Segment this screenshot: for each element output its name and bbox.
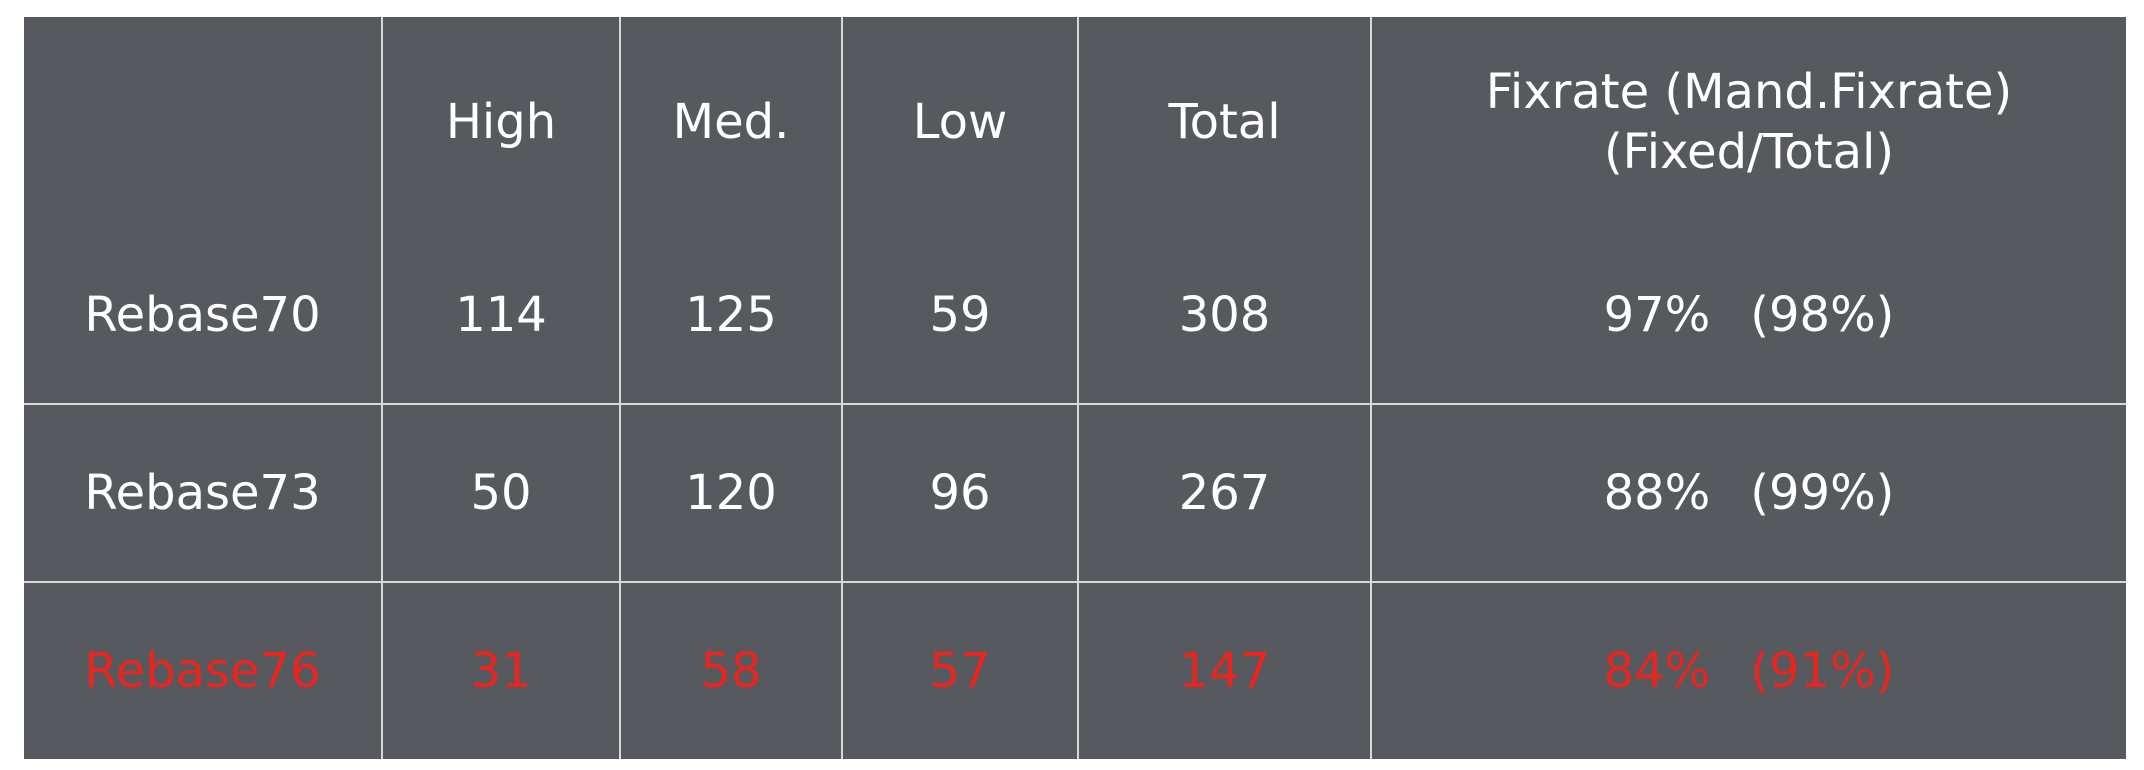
low-value-cell: 57 bbox=[841, 581, 1079, 759]
header-fixrate-line1: Fixrate (Mand.Fixrate) bbox=[1485, 63, 2013, 120]
med-value-cell: 125 bbox=[619, 226, 843, 405]
high-value-cell: 114 bbox=[381, 226, 621, 405]
low-value-cell: 96 bbox=[841, 403, 1079, 583]
table-row: Rebase73 50 120 96 267 88% (99%) bbox=[24, 403, 2126, 583]
total-value-cell: 308 bbox=[1077, 226, 1372, 405]
fixrate-value-cell: 88% (99%) bbox=[1370, 403, 2126, 583]
total-value-cell: 267 bbox=[1077, 403, 1372, 583]
header-high: High bbox=[381, 17, 621, 226]
rebase-comparison-table-container: High Med. Low Total Fixrate (Mand.Fixrat… bbox=[24, 17, 2126, 759]
fixrate-value: 84% bbox=[1603, 643, 1711, 699]
header-low: Low bbox=[841, 17, 1079, 226]
table-row: Rebase76 31 58 57 147 84% (91%) bbox=[24, 581, 2126, 759]
fixrate-value-cell: 84% (91%) bbox=[1370, 581, 2126, 759]
rebase-comparison-table: High Med. Low Total Fixrate (Mand.Fixrat… bbox=[24, 17, 2126, 759]
header-blank-cell bbox=[24, 17, 383, 226]
fixrate-value: 97% bbox=[1603, 286, 1711, 343]
low-value-cell: 59 bbox=[841, 226, 1079, 405]
fixrate-value: 88% bbox=[1603, 465, 1711, 521]
header-total: Total bbox=[1077, 17, 1372, 226]
header-fixrate-line2: (Fixed/Total) bbox=[1603, 123, 1895, 180]
row-label-cell: Rebase76 bbox=[24, 581, 383, 759]
mand-fixrate-value: (99%) bbox=[1750, 465, 1895, 521]
high-value-cell: 31 bbox=[381, 581, 621, 759]
table-body: Rebase70 114 125 59 308 97% (98%) Rebase73 50 120… bbox=[24, 226, 2126, 759]
total-value-cell: 147 bbox=[1077, 581, 1372, 759]
header-row: High Med. Low Total Fixrate (Mand.Fixrat… bbox=[24, 17, 2126, 226]
row-label-cell: Rebase73 bbox=[24, 403, 383, 583]
med-value-cell: 120 bbox=[619, 403, 843, 583]
mand-fixrate-value: (98%) bbox=[1750, 286, 1895, 343]
header-fixrate: Fixrate (Mand.Fixrate) (Fixed/Total) bbox=[1370, 17, 2126, 226]
high-value-cell: 50 bbox=[381, 403, 621, 583]
med-value-cell: 58 bbox=[619, 581, 843, 759]
header-med: Med. bbox=[619, 17, 843, 226]
row-label-cell: Rebase70 bbox=[24, 226, 383, 405]
table-row: Rebase70 114 125 59 308 97% (98%) bbox=[24, 226, 2126, 405]
mand-fixrate-value: (91%) bbox=[1750, 643, 1895, 699]
fixrate-value-cell: 97% (98%) bbox=[1370, 226, 2126, 405]
